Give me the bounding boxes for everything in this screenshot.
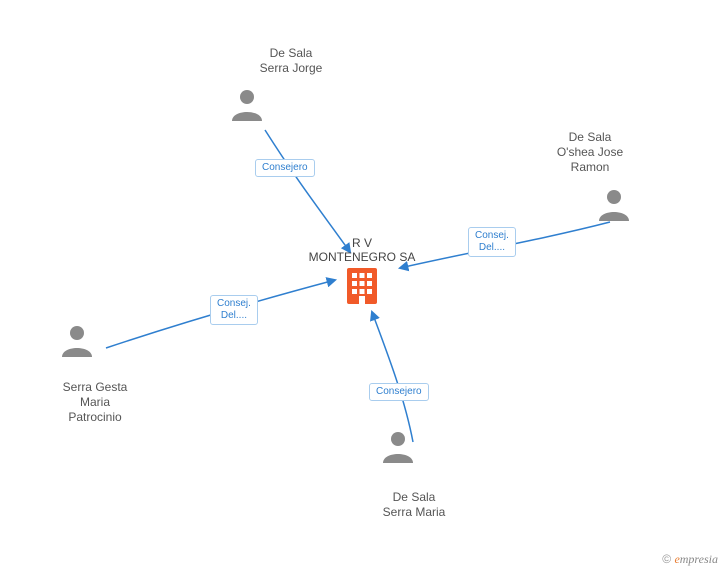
person-label-p3: De Sala Serra Maria — [354, 490, 474, 520]
edge-label-p4: Consej. Del.... — [210, 295, 258, 325]
watermark-brand-rest: mpresia — [680, 552, 718, 566]
edge-label-p2: Consej. Del.... — [468, 227, 516, 257]
person-icon-p1 — [232, 90, 262, 121]
person-label-p4: Serra Gesta Maria Patrocinio — [35, 380, 155, 425]
watermark: © empresia — [662, 552, 718, 567]
watermark-copyright: © — [662, 552, 671, 566]
person-label-p2: De Sala O'shea Jose Ramon — [530, 130, 650, 175]
diagram-canvas — [0, 0, 728, 575]
person-label-p1: De Sala Serra Jorge — [231, 46, 351, 76]
center-label: R V MONTENEGRO SA — [282, 236, 442, 264]
person-icon-p4 — [62, 326, 92, 357]
edge-label-p1: Consejero — [255, 159, 315, 177]
edge-label-p3: Consejero — [369, 383, 429, 401]
person-icon-p3 — [383, 432, 413, 463]
person-icon-p2 — [599, 190, 629, 221]
edge-p1 — [265, 130, 350, 252]
building-icon — [347, 268, 377, 304]
edge-p3 — [372, 312, 413, 442]
